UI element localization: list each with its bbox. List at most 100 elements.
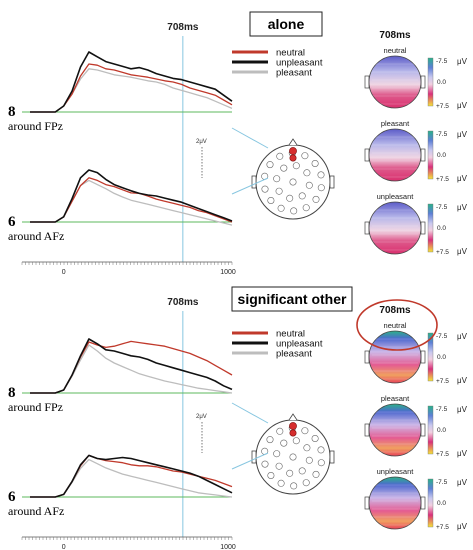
legend-label-pleasant: pleasant: [276, 68, 312, 79]
electrode-site: [301, 152, 309, 160]
electrode-site: [280, 164, 288, 172]
map-label: neutral: [384, 321, 407, 330]
electrode-site: [303, 169, 311, 177]
map-label: pleasant: [381, 119, 410, 128]
legend-label-unpleasant: unpleasant: [276, 58, 323, 69]
colorbar: [427, 405, 434, 455]
time-marker-label: 708ms: [167, 22, 199, 33]
colorbar-unit: μV: [457, 522, 468, 531]
colorbar-bottom: +7.5: [436, 524, 449, 531]
electrode-site: [289, 178, 297, 186]
map-ear-left-icon: [364, 496, 370, 510]
electrode-site: [286, 194, 294, 202]
map-ear-right-icon: [420, 221, 426, 235]
topo-map: [368, 403, 422, 457]
x-tick-0: 0: [62, 269, 66, 276]
electrode-site: [266, 161, 274, 169]
colorbar-unit: μV: [457, 478, 468, 487]
connector-line: [231, 177, 269, 195]
electrode-afz-highlight: [289, 429, 297, 437]
electrode-site: [292, 162, 300, 170]
map-label: pleasant: [381, 394, 410, 403]
electrode-site: [276, 152, 284, 160]
legend-label-neutral: neutral: [276, 329, 305, 340]
connector-line: [231, 127, 269, 149]
colorbar-bottom: +7.5: [436, 176, 449, 183]
topo-map: [368, 476, 422, 530]
colorbar: [427, 478, 434, 528]
trace-unpleasant-ch1: [30, 454, 233, 498]
map-label: unpleasant: [377, 192, 415, 201]
electrode-site: [298, 467, 306, 475]
electrode-site: [303, 444, 311, 452]
colorbar-bottom: +7.5: [436, 378, 449, 385]
electrode-site: [317, 446, 325, 454]
colorbar-unit: μV: [457, 449, 468, 458]
colorbar-unit: μV: [457, 376, 468, 385]
colorbar-unit: μV: [457, 130, 468, 139]
colorbar-top: -7.5: [436, 333, 448, 340]
colorbar-bottom: +7.5: [436, 249, 449, 256]
time-marker-label: 708ms: [167, 297, 199, 308]
panel-significant-other: significant other708msneutralunpleasantp…: [8, 286, 468, 550]
colorbar-unit: μV: [457, 247, 468, 256]
map-ear-right-icon: [420, 75, 426, 89]
channel-number: 8: [8, 385, 16, 401]
electrode-site: [261, 185, 269, 193]
colorbar-unit: μV: [457, 174, 468, 183]
map-ear-left-icon: [364, 350, 370, 364]
scale-label: 2μV: [196, 414, 207, 420]
panel-title: alone: [268, 16, 305, 32]
electrode-site: [312, 470, 320, 478]
scale-label: 2μV: [196, 139, 207, 145]
electrode-site: [267, 471, 275, 479]
electrode-site: [273, 175, 281, 183]
panel-alone: alone708msneutralunpleasantpleasant8arou…: [8, 11, 468, 276]
electrode-site: [277, 204, 285, 212]
colorbar-top: -7.5: [436, 131, 448, 138]
colorbar-top: -7.5: [436, 479, 448, 486]
map-ear-left-icon: [364, 221, 370, 235]
ear-left-icon: [251, 175, 257, 189]
channel-name: around AFz: [8, 504, 64, 518]
x-tick-0: 0: [62, 544, 66, 550]
electrode-site: [277, 479, 285, 487]
channel-name: around FPz: [8, 400, 63, 414]
electrode-site: [276, 427, 284, 435]
electrode-site: [290, 482, 298, 490]
electrode-site: [275, 462, 283, 470]
ear-right-icon: [329, 450, 335, 464]
electrode-site: [305, 181, 313, 189]
channel-number: 8: [8, 104, 16, 120]
electrode-fpz-highlight: [289, 147, 297, 155]
electrode-site: [286, 469, 294, 477]
map-ear-left-icon: [364, 148, 370, 162]
electrode-site: [267, 197, 275, 205]
connector-line: [231, 452, 269, 470]
electrode-site: [292, 437, 300, 445]
map-ear-right-icon: [420, 350, 426, 364]
electrode-site: [305, 456, 313, 464]
electrode-site: [280, 439, 288, 447]
electrode-site: [301, 427, 309, 435]
electrode-site: [289, 453, 297, 461]
colorbar-bottom: +7.5: [436, 451, 449, 458]
electrode-site: [302, 479, 310, 487]
topo-map: [368, 128, 422, 182]
colorbar-top: -7.5: [436, 204, 448, 211]
nose-icon: [288, 413, 298, 421]
colorbar-mid: 0.0: [437, 152, 446, 159]
channel-number: 6: [8, 214, 16, 230]
electrode-site: [317, 171, 325, 179]
colorbar: [427, 332, 434, 382]
channel-name: around FPz: [8, 119, 63, 133]
topo-map: [368, 330, 422, 384]
colorbar-top: -7.5: [436, 58, 448, 65]
electrode-site: [290, 207, 298, 215]
colorbar-unit: μV: [457, 57, 468, 66]
trace-neutral-ch0: [30, 63, 233, 113]
panel-title-box: [231, 286, 353, 312]
channel-name: around AFz: [8, 229, 64, 243]
nose-icon: [288, 138, 298, 146]
